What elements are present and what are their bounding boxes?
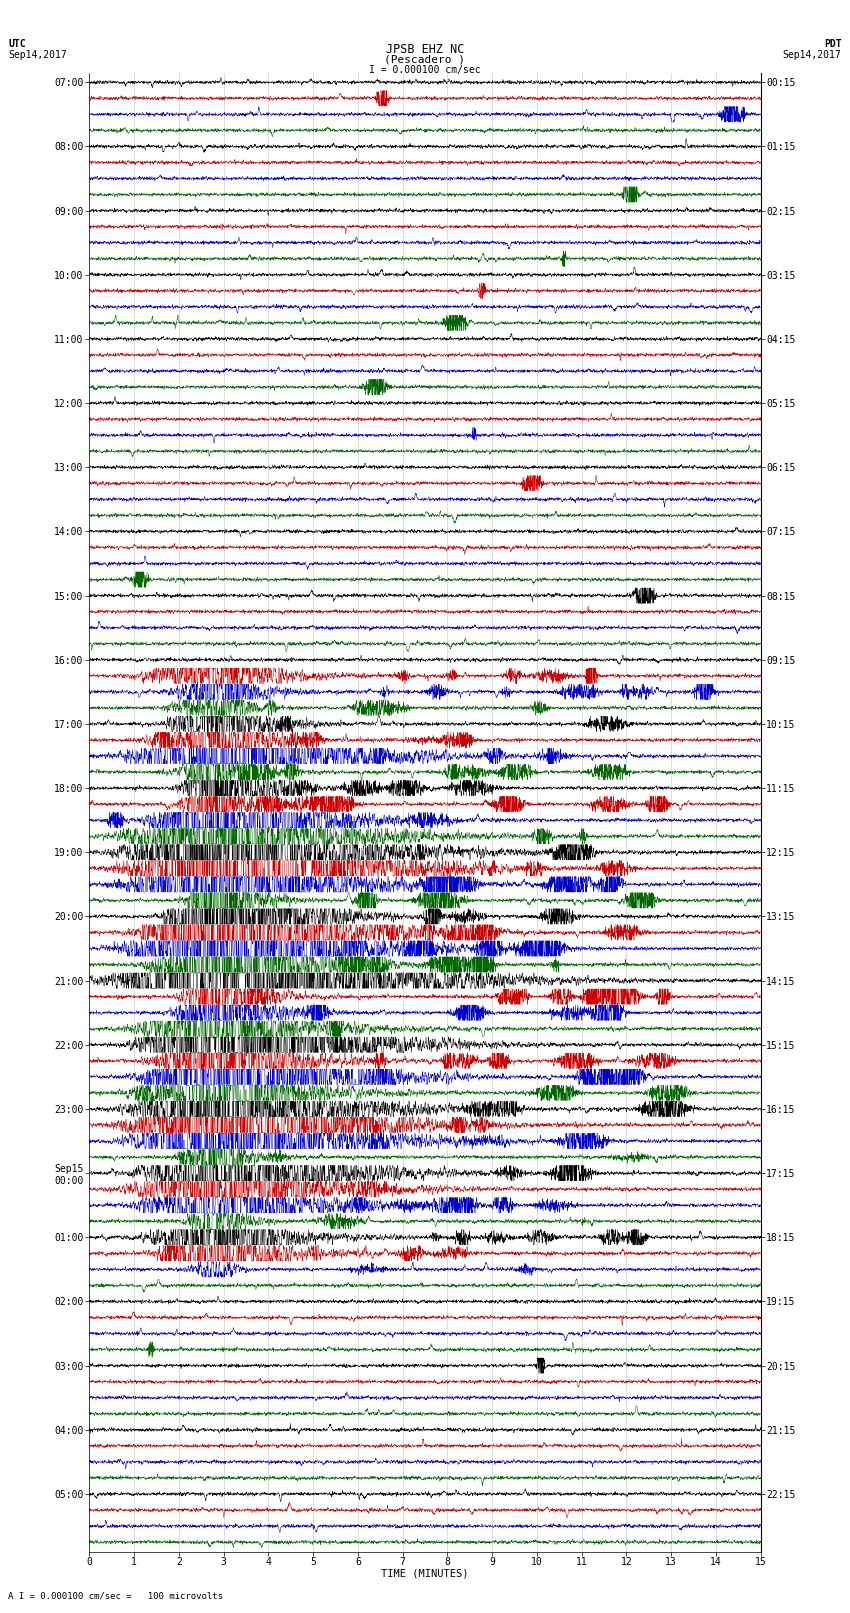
Text: (Pescadero ): (Pescadero ) (384, 53, 466, 65)
Text: I = 0.000100 cm/sec: I = 0.000100 cm/sec (369, 65, 481, 74)
Text: Sep14,2017: Sep14,2017 (783, 50, 842, 60)
Text: UTC: UTC (8, 39, 26, 48)
X-axis label: TIME (MINUTES): TIME (MINUTES) (382, 1569, 468, 1579)
Text: PDT: PDT (824, 39, 842, 48)
Text: JPSB EHZ NC: JPSB EHZ NC (386, 44, 464, 56)
Text: Sep14,2017: Sep14,2017 (8, 50, 67, 60)
Text: A I = 0.000100 cm/sec =   100 microvolts: A I = 0.000100 cm/sec = 100 microvolts (8, 1590, 224, 1600)
